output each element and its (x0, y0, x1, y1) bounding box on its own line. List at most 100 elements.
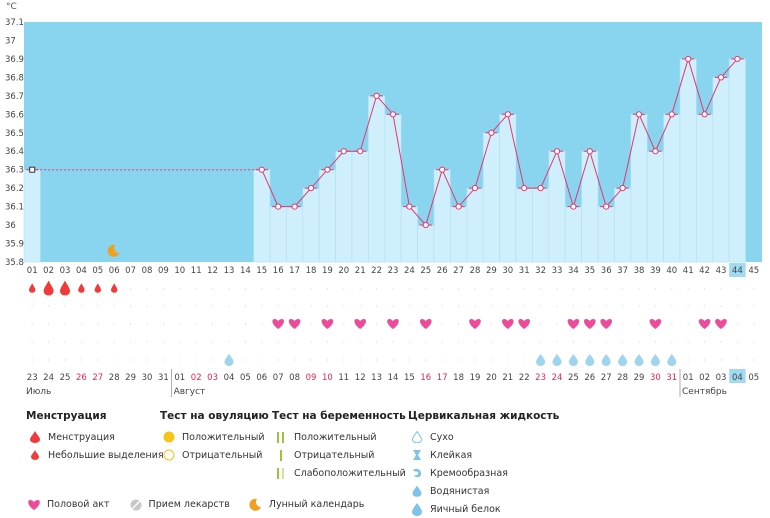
date-label: 30 (650, 373, 661, 383)
row-dot (441, 305, 443, 307)
row-dot (244, 288, 246, 290)
cycle-day-label: 10 (174, 266, 185, 276)
row-dot (31, 359, 33, 361)
date-label: 30 (142, 373, 153, 383)
temperature-point (307, 185, 315, 192)
temperature-point (373, 92, 380, 99)
date-label: 26 (584, 373, 595, 383)
y-tick-label: 36.6 (5, 110, 24, 120)
temperature-bar (597, 206, 615, 263)
cycle-day-label: 13 (224, 266, 235, 276)
y-axis-unit: °C (6, 2, 17, 12)
legend-bottom: Половой акт Прием лекарств Лунный календ… (26, 498, 382, 511)
month-label: Июль (26, 387, 51, 397)
cycle-day-label: 27 (453, 266, 464, 276)
row-dot (507, 359, 509, 361)
date-label: 09 (306, 373, 317, 383)
temperature-point (586, 148, 593, 155)
cycle-day-label: 36 (601, 266, 612, 276)
temperature-bar (663, 114, 681, 263)
date-label: 03 (207, 373, 218, 383)
cycle-day-label: 04 (76, 266, 87, 276)
row-dot (48, 359, 50, 361)
row-dot (408, 288, 410, 290)
eggwhite-drop (634, 354, 644, 366)
date-label: 11 (338, 373, 349, 383)
row-dot (310, 359, 312, 361)
row-dot (654, 341, 657, 343)
row-dot (671, 288, 673, 290)
date-label: 08 (289, 373, 300, 383)
cycle-day-label: 33 (552, 266, 563, 276)
row-dot (97, 341, 99, 343)
row-dot (179, 341, 181, 343)
faint-lines-icon (272, 467, 290, 479)
row-dot (244, 323, 246, 325)
row-dot (261, 341, 263, 343)
legend-menstruation-title: Менструация (26, 410, 107, 422)
row-dot (310, 323, 312, 325)
cycle-day-label: 02 (43, 266, 54, 276)
row-dot (671, 305, 673, 307)
spotting-drop (78, 283, 85, 293)
temperature-point (488, 129, 495, 136)
intercourse-heart (288, 319, 301, 329)
row-dot (359, 305, 361, 307)
row-dot (753, 288, 755, 290)
row-dot (80, 323, 82, 325)
row-dot (720, 359, 722, 361)
negative-circle-icon (160, 449, 178, 461)
row-dot (228, 305, 230, 307)
legend-menstruation: Менструация Менструация Небольшие выделе… (26, 410, 164, 464)
row-dot (572, 288, 575, 290)
date-label: 24 (552, 373, 563, 383)
row-dot (605, 305, 607, 307)
intercourse-heart (715, 319, 727, 329)
cycle-day-label: 06 (109, 266, 120, 276)
plot-top-band (24, 4, 762, 22)
dry-drop-icon (408, 431, 426, 443)
row-dot (654, 288, 657, 290)
row-dot (736, 323, 739, 325)
temperature-point (357, 148, 364, 155)
row-dot (687, 288, 689, 290)
temperature-point (717, 74, 725, 81)
eggwhite-drop (224, 354, 234, 366)
temperature-bar (548, 150, 566, 263)
temperature-point (471, 185, 479, 192)
row-dot (556, 341, 558, 343)
legend-cervical-title: Цервикальная жидкость (408, 410, 560, 422)
row-dot (228, 341, 230, 343)
cycle-day-label: 37 (617, 266, 628, 276)
temperature-point (553, 148, 561, 155)
row-dot (31, 305, 33, 307)
row-dot (162, 359, 164, 361)
y-tick-label: 36.8 (5, 73, 24, 83)
row-dot (425, 359, 427, 361)
temperature-bar (515, 187, 533, 263)
row-dot (97, 359, 99, 361)
row-dot (474, 305, 476, 307)
legend-fluid-creamy: Кремообразная (430, 467, 508, 479)
y-tick-label: 37 (5, 36, 16, 46)
row-dot (540, 288, 542, 290)
row-dot (162, 341, 164, 343)
temperature-bar (728, 58, 746, 263)
row-dot (48, 305, 50, 307)
temperature-bar (614, 187, 632, 263)
eggwhite-drop (552, 354, 562, 366)
row-dot (507, 288, 509, 290)
y-tick-label: 36.2 (5, 184, 24, 194)
row-dot (687, 305, 689, 307)
cycle-day-label: 20 (338, 266, 349, 276)
date-label: 07 (273, 373, 284, 383)
cycle-day-label: 28 (470, 266, 481, 276)
row-dot (64, 323, 66, 325)
intercourse-heart (272, 319, 284, 329)
spotting-drop (111, 283, 118, 293)
pill-icon (128, 499, 144, 511)
temperature-bar (417, 224, 435, 263)
date-label: 26 (76, 373, 87, 383)
row-dot (195, 288, 197, 290)
row-dot (376, 323, 378, 325)
